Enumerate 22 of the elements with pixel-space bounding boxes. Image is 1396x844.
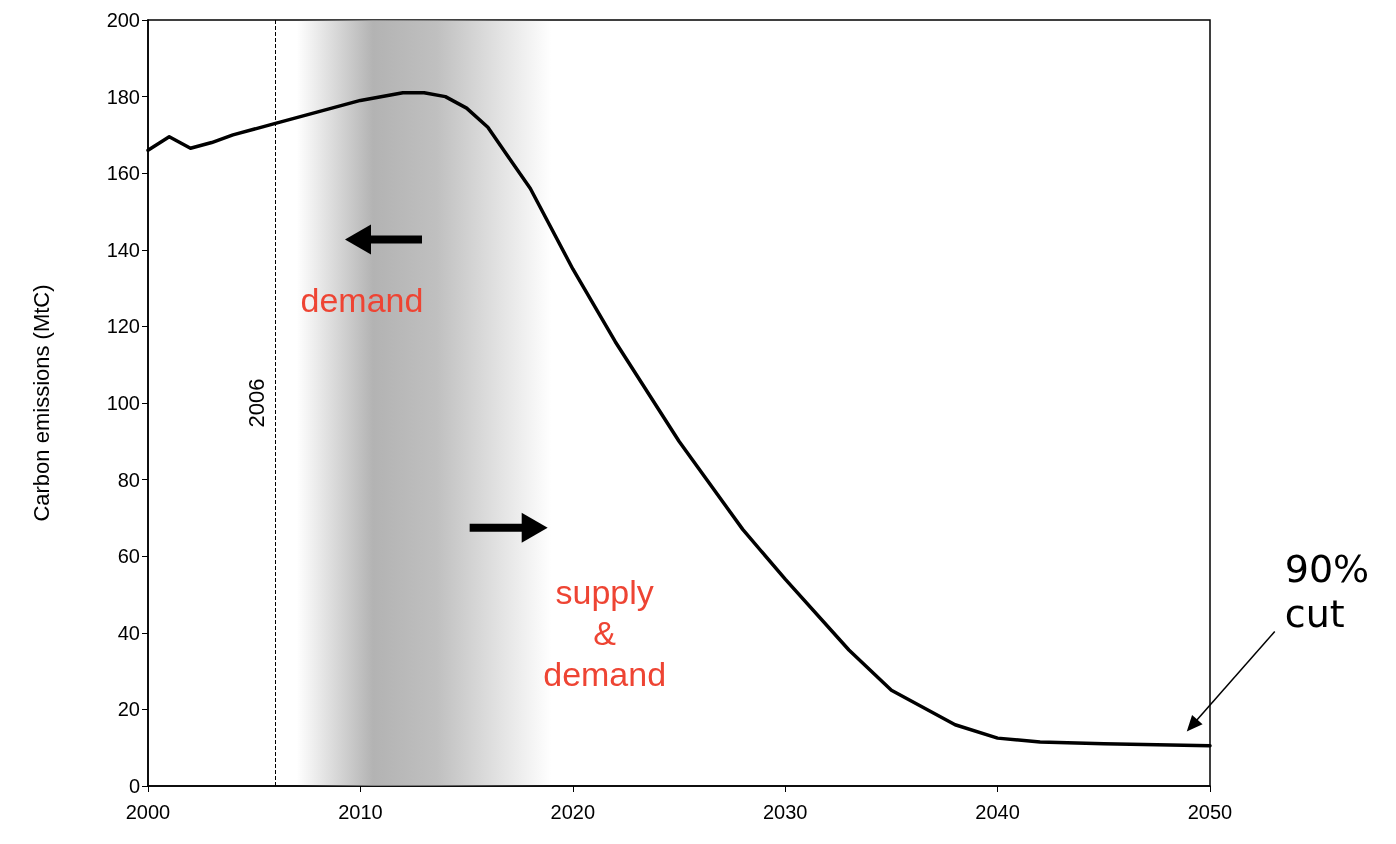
annotation: supply & demand [543,573,667,693]
x-tick-label: 2020 [550,801,596,823]
x-tick-label: 2050 [1187,801,1233,823]
y-tick-label: 40 [117,621,140,644]
annotation: demand [300,280,424,319]
y-tick-label: 0 [128,775,140,797]
x-tick-label: 2040 [975,801,1020,823]
x-tick-label: 2010 [338,801,383,823]
y-tick-label: 60 [117,545,140,568]
text: 90% cut [1284,546,1370,637]
y-tick-label: 80 [117,468,140,491]
y-tick-label: 20 [117,698,140,721]
y-tick-label: 140 [106,238,140,261]
y-tick-label: 160 [106,162,140,185]
y-tick-label: 100 [106,392,140,414]
x-tick-label: 2000 [125,801,171,823]
x-tick-label: 2030 [762,801,808,823]
y-tick-label: 120 [106,315,140,338]
y-tick-label: 200 [106,9,140,31]
y-tick-label: 180 [106,85,140,108]
ref-line-label: 2006 [243,378,269,428]
y-axis-title: Carbon emissions (MtC) [28,284,54,522]
